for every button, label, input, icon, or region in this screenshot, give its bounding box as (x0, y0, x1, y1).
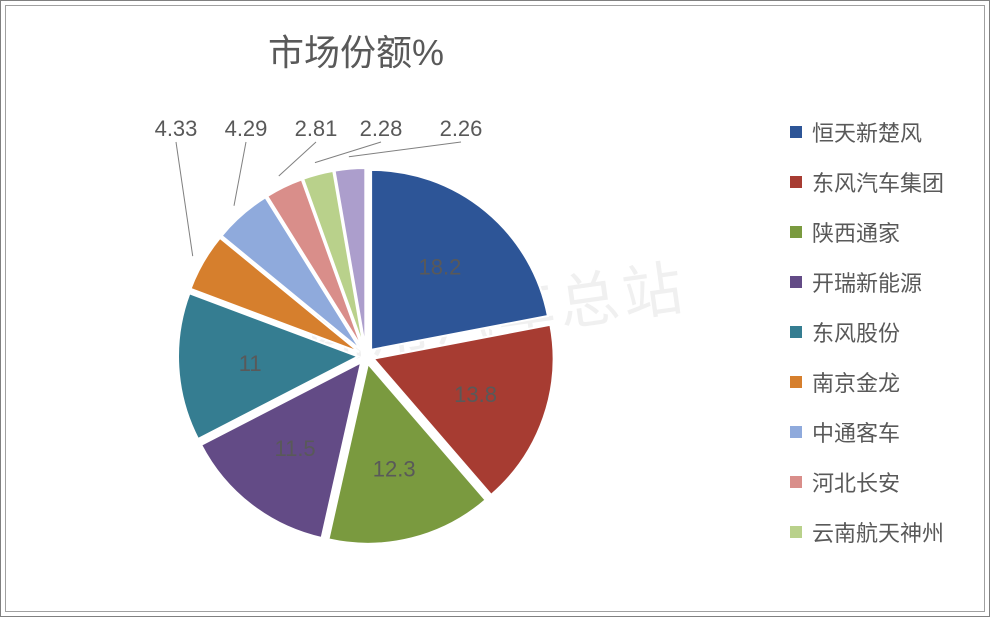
legend-swatch (790, 126, 802, 138)
chart-plot-area: 市场份额% 商用汽车总站 18.213.812.311.5114.334.292… (5, 5, 985, 612)
legend-label: 云南航天神州 (812, 516, 944, 548)
pie-data-label: 18.2 (418, 255, 461, 280)
pie-data-label: 2.26 (440, 116, 483, 141)
chart-title: 市场份额% (6, 24, 706, 76)
pie-data-label: 13.8 (454, 382, 497, 407)
legend-item: 南京金龙 (790, 366, 944, 398)
leader-line (176, 142, 193, 256)
pie-data-label: 11 (239, 351, 262, 376)
legend-item: 东风股份 (790, 316, 944, 348)
legend-label: 河北长安 (812, 466, 900, 498)
legend-label: 东风股份 (812, 316, 900, 348)
legend-label: 开瑞新能源 (812, 266, 922, 298)
legend-swatch (790, 226, 802, 238)
pie-data-label: 2.28 (360, 116, 403, 141)
chart-outer-border: 市场份额% 商用汽车总站 18.213.812.311.5114.334.292… (0, 0, 990, 617)
legend-label: 陕西通家 (812, 216, 900, 248)
legend-swatch (790, 526, 802, 538)
pie-data-label: 11.5 (274, 436, 315, 461)
leader-line (279, 142, 316, 176)
leader-line (315, 142, 381, 163)
pie-data-label: 4.33 (155, 116, 198, 141)
legend-item: 河北长安 (790, 466, 944, 498)
leader-line (349, 142, 461, 157)
legend-swatch (790, 426, 802, 438)
leader-line (234, 142, 246, 206)
legend: 恒天新楚风东风汽车集团陕西通家开瑞新能源东风股份南京金龙中通客车河北长安云南航天… (790, 116, 944, 566)
legend-item: 陕西通家 (790, 216, 944, 248)
legend-item: 东风汽车集团 (790, 166, 944, 198)
legend-label: 南京金龙 (812, 366, 900, 398)
legend-swatch (790, 376, 802, 388)
legend-swatch (790, 176, 802, 188)
legend-swatch (790, 476, 802, 488)
legend-label: 恒天新楚风 (812, 116, 922, 148)
legend-swatch (790, 326, 802, 338)
legend-item: 云南航天神州 (790, 516, 944, 548)
legend-label: 中通客车 (812, 416, 900, 448)
legend-swatch (790, 276, 802, 288)
legend-label: 东风汽车集团 (812, 166, 944, 198)
legend-item: 中通客车 (790, 416, 944, 448)
pie-data-label: 4.29 (225, 116, 268, 141)
pie-chart: 18.2 13.8 12.3 11.5 11 4.33 4.29 2.81 2.28 2.26 (76, 96, 696, 621)
pie-data-label: 12.3 (373, 457, 416, 482)
legend-item: 开瑞新能源 (790, 266, 944, 298)
legend-item: 恒天新楚风 (790, 116, 944, 148)
pie-data-label: 2.81 (295, 116, 338, 141)
